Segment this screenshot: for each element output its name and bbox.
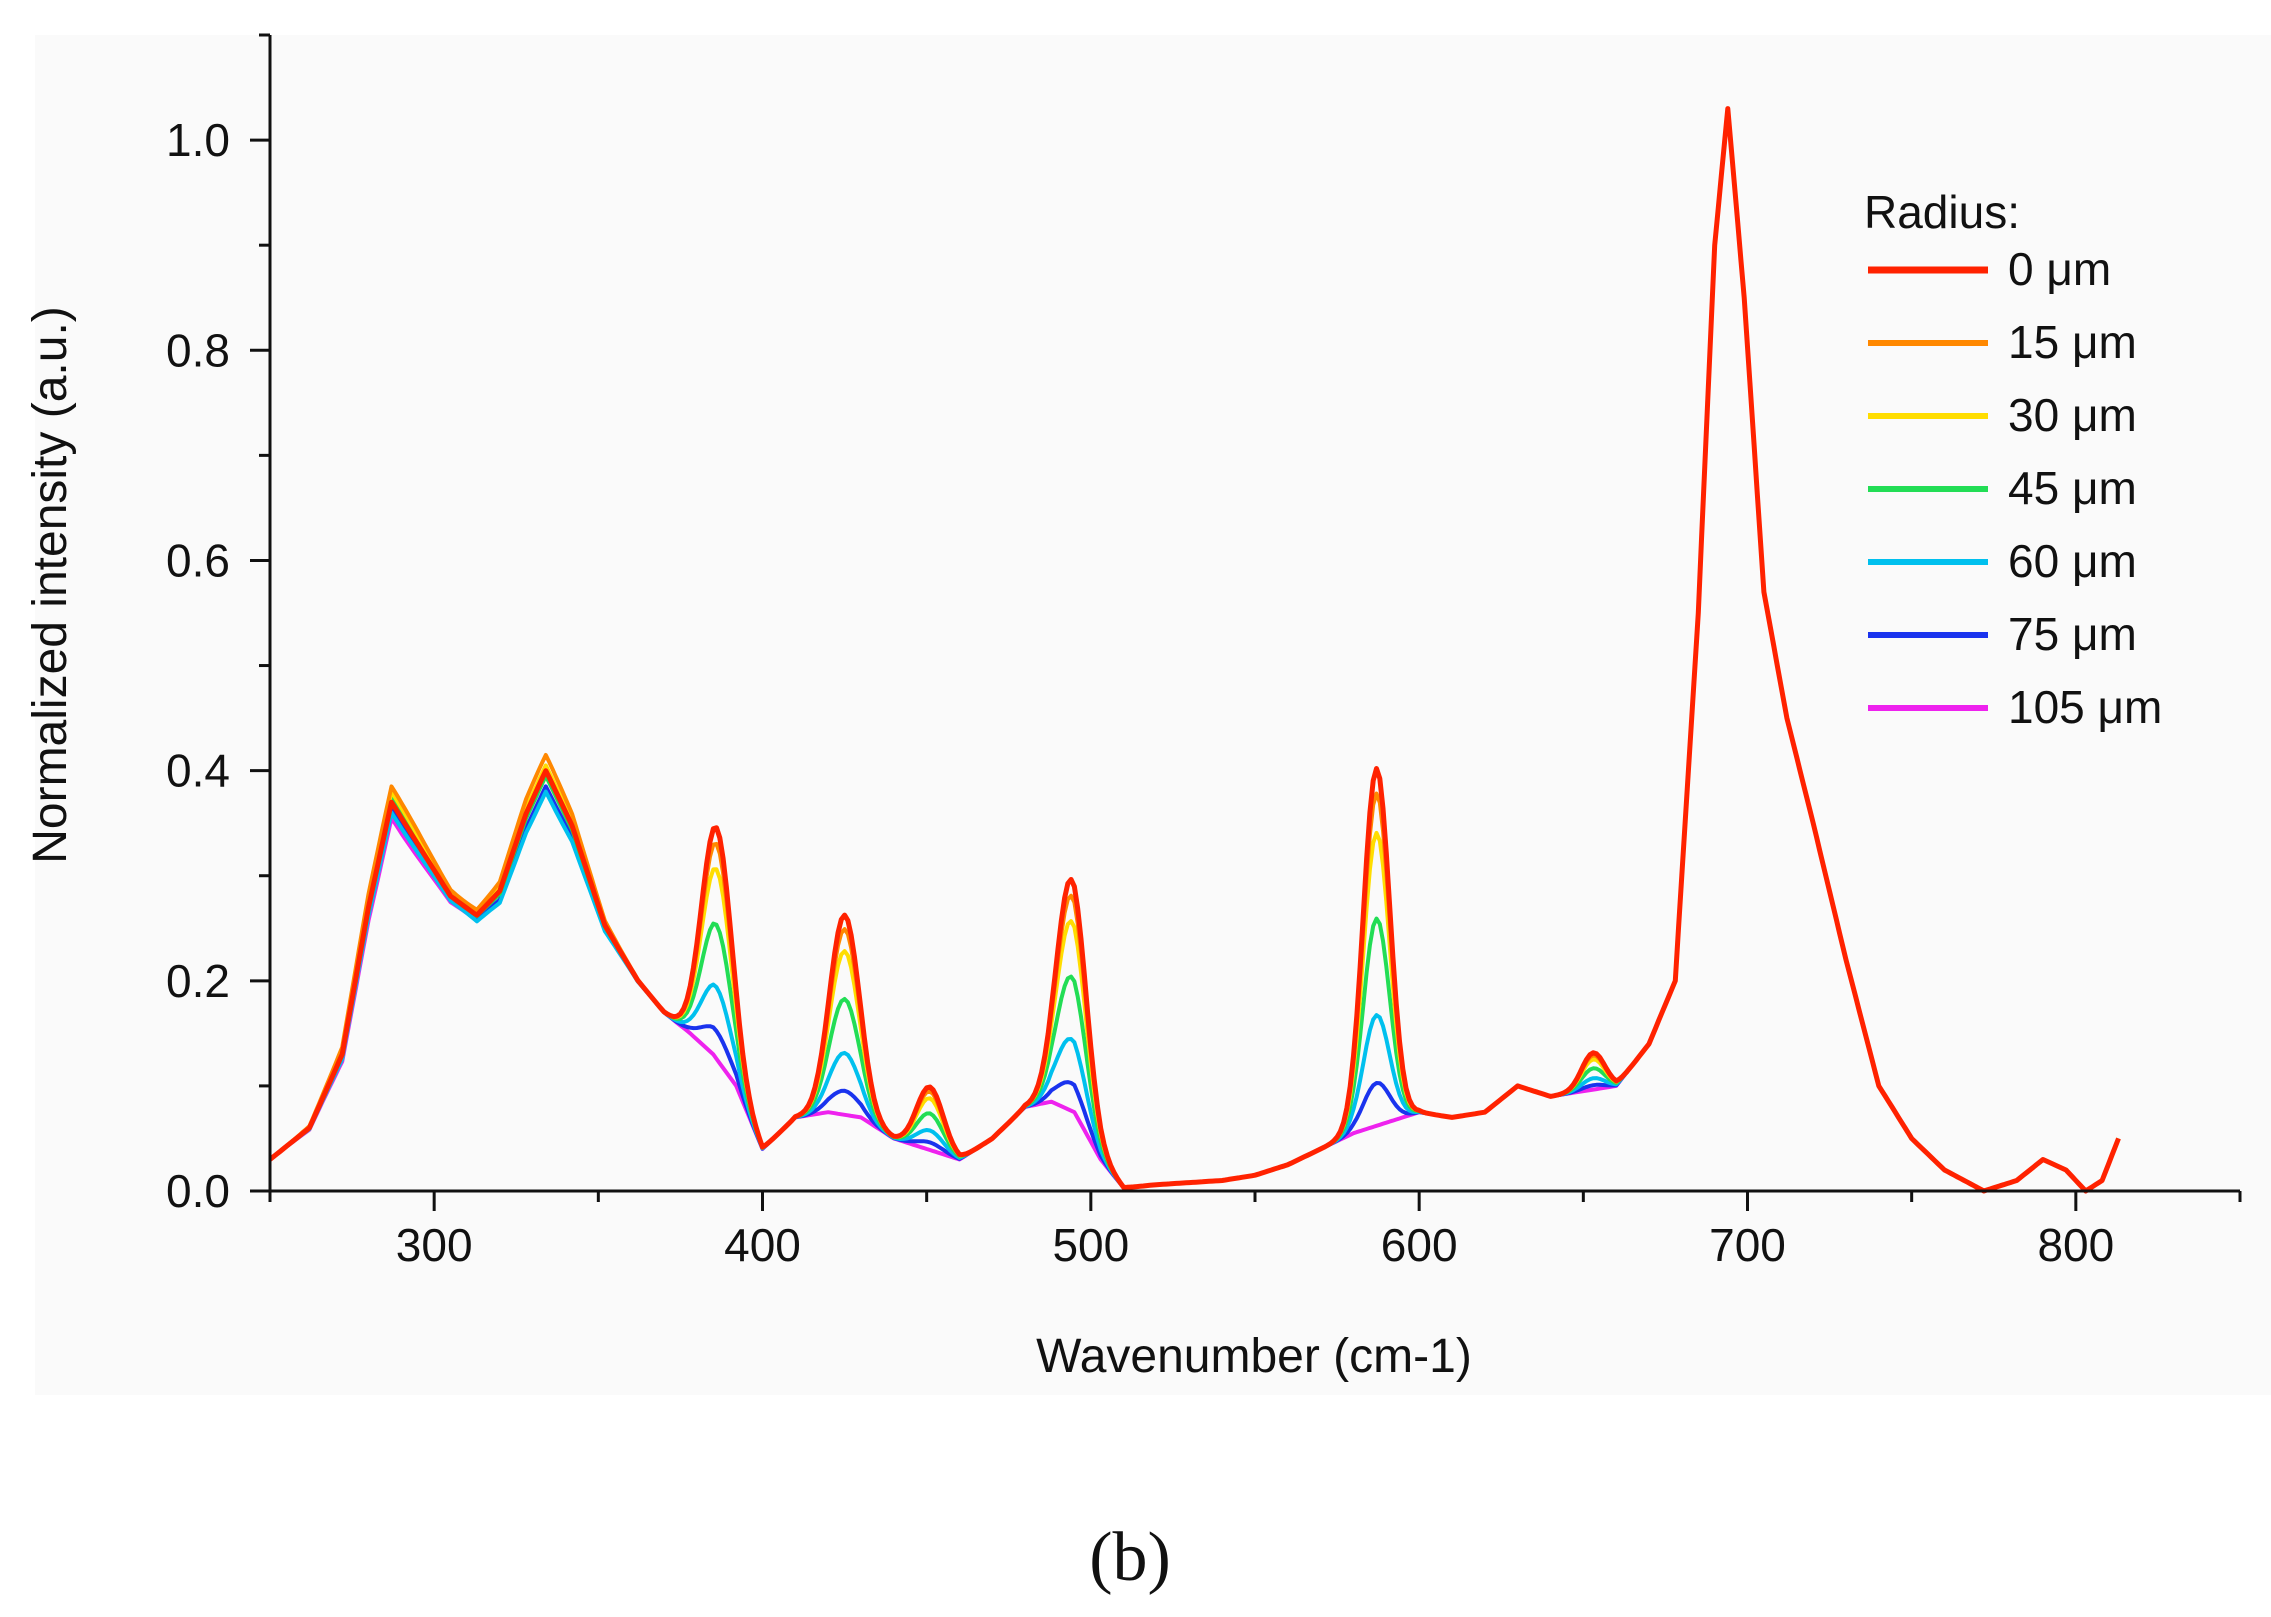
x-tick-label: 400 [724,1219,801,1271]
y-axis-title: Normalized intensity (a.u.) [24,306,77,864]
legend-label: 30 μm [2008,389,2137,441]
legend-label: 60 μm [2008,535,2137,587]
series-line-0um [268,106,2121,1194]
legend-label: 15 μm [2008,316,2137,368]
x-axis-title: Wavenumber (cm-1) [1036,1330,1472,1383]
x-tick-label: 600 [1381,1219,1458,1271]
legend-title: Radius: [1864,186,2020,238]
y-tick-label: 0.8 [166,324,230,376]
x-tick-label: 700 [1709,1219,1786,1271]
legend-label: 105 μm [2008,681,2162,733]
legend-label: 75 μm [2008,608,2137,660]
x-tick-label: 300 [396,1219,473,1271]
y-tick-label: 0.4 [166,745,230,797]
series-layer [268,106,2121,1194]
axes: 300 400 500 600 700 800 0.0 0.2 0.4 0.6 0.8 1.0 [166,33,2242,1271]
y-ticks: 0.0 0.2 0.4 0.6 0.8 1.0 [166,33,270,1217]
y-tick-label: 0.6 [166,534,230,586]
x-tick-label: 800 [2037,1219,2114,1271]
figure-caption: (b) [1089,1519,1171,1596]
y-tick-label: 0.2 [166,955,230,1007]
x-ticks: 300 400 500 600 700 800 [268,1191,2242,1271]
plot-panel [35,35,2271,1395]
legend-label: 0 μm [2008,243,2111,295]
y-tick-label: 1.0 [166,114,230,166]
legend-label: 45 μm [2008,462,2137,514]
y-tick-label: 0.0 [166,1165,230,1217]
legend: Radius: 0 μm 15 μm 30 μm 45 μm 60 μm 75 μm 105… [1864,186,2162,733]
x-tick-label: 500 [1052,1219,1129,1271]
